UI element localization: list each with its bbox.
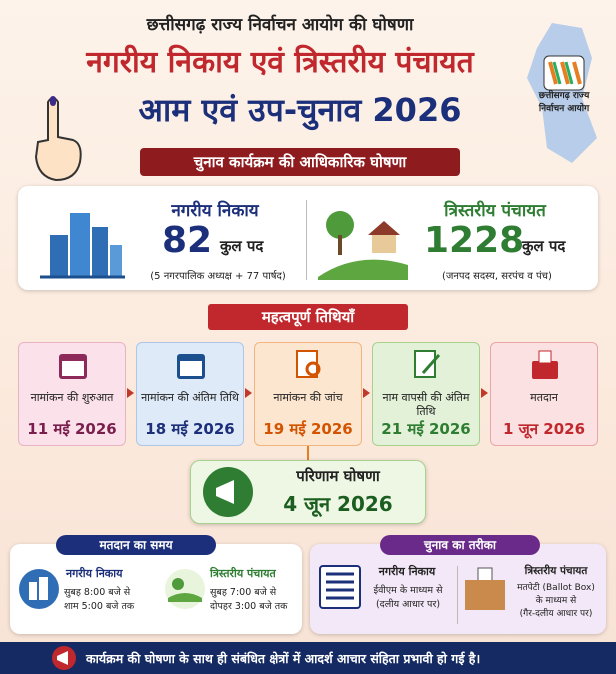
search-doc-icon <box>296 350 321 378</box>
step-date: 11 मई 2026 <box>27 420 117 438</box>
method-rural-text: मतपेटी (Ballot Box) के माध्यम से (गैर-दलीय… <box>506 582 606 621</box>
connector <box>307 446 309 460</box>
step-label: नामांकन की जांच <box>273 391 343 404</box>
urban-unit: कुल पद <box>220 237 264 255</box>
text-line: दोपहर 3:00 बजे तक <box>210 601 288 612</box>
step-card: नामांकन की जांच 19 मई 2026 <box>254 342 362 446</box>
time-urban-title: नगरीय निकाय <box>66 567 123 580</box>
megaphone-icon <box>52 646 76 670</box>
title-line1: नगरीय निकाय एवं त्रिस्तरीय पंचायत <box>86 45 474 80</box>
text-line: सुबह 8:00 बजे से <box>64 587 131 598</box>
arrow <box>127 388 134 398</box>
result-date: 4 जून 2026 <box>283 492 393 516</box>
step-card: मतदान 1 जून 2026 <box>490 342 598 446</box>
village-icon <box>318 211 408 280</box>
urban-note: (5 नगरपालिक अध्यक्ष + 77 पार्षद) <box>150 271 286 282</box>
logo-line: निर्वाचन आयोग <box>538 104 590 114</box>
ballot-box-icon <box>465 567 505 610</box>
rural-title: त्रिस्तरीय पंचायत <box>444 201 546 221</box>
rural-unit: कुल पद <box>522 237 566 255</box>
finger-icon <box>34 96 82 182</box>
text-line: के माध्यम से <box>535 596 577 606</box>
step-card: नामांकन की शुरुआत 11 मई 2026 <box>18 342 126 446</box>
megaphone-icon <box>203 467 253 517</box>
text-line: (गैर-दलीय आधार पर) <box>519 609 593 619</box>
step-card: नामांकन की अंतिम तिथि 18 मई 2026 <box>136 342 244 446</box>
footer-bar <box>0 642 616 674</box>
step-date: 18 मई 2026 <box>145 420 235 438</box>
method-rural-title: त्रिस्तरीय पंचायत <box>524 565 588 577</box>
time-urban-text: सुबह 8:00 बजे से शाम 5:00 बजे तक <box>64 586 134 614</box>
org-heading: छत्तीसगढ़ राज्य निर्वाचन आयोग की घोषणा <box>146 15 414 35</box>
step-label: नाम वापसी की अंतिम तिथि <box>382 391 470 418</box>
rural-count: 1228 <box>424 220 525 261</box>
text-line: ईवीएम के माध्यम से <box>373 585 443 596</box>
title-line2: आम एवं उप-चुनाव 2026 <box>138 91 462 129</box>
arrow <box>481 388 488 398</box>
step-date: 21 मई 2026 <box>381 420 471 438</box>
calendar-icon <box>177 354 205 379</box>
ballot-box-icon <box>532 350 558 379</box>
city-badge <box>19 569 59 609</box>
step-date: 1 जून 2026 <box>502 420 586 438</box>
arrow <box>363 388 370 398</box>
village-badge <box>165 569 205 609</box>
dates-heading: महत्वपूर्ण तिथियाँ <box>208 304 408 330</box>
city-icon <box>40 213 125 279</box>
step-card: नाम वापसी की अंतिम तिथि 21 मई 2026 <box>372 342 480 446</box>
calendar-icon <box>59 354 87 379</box>
divider <box>457 566 458 624</box>
footer-text: कार्यक्रम की घोषणा के साथ ही संबंधित क्ष… <box>86 651 481 666</box>
method-heading: चुनाव का तरीका <box>380 535 540 555</box>
state-map-logo <box>527 23 597 163</box>
arrow <box>245 388 252 398</box>
step-label: मतदान <box>530 391 558 404</box>
step-date: 19 मई 2026 <box>263 420 353 438</box>
text-line: शाम 5:00 बजे तक <box>64 601 135 612</box>
time-rural-text: सुबह 7:00 बजे से दोपहर 3:00 बजे तक <box>210 586 287 614</box>
text-line: (दलीय आधार पर) <box>375 599 441 610</box>
logo-text: छत्तीसगढ़ राज्य निर्वाचन आयोग <box>516 90 612 116</box>
divider <box>306 200 307 280</box>
method-urban-title: नगरीय निकाय <box>378 565 436 578</box>
urban-count: 82 <box>162 220 213 261</box>
result-label: परिणाम घोषणा <box>296 467 380 485</box>
urban-title: नगरीय निकाय <box>171 201 259 221</box>
banner: चुनाव कार्यक्रम की आधिकारिक घोषणा <box>140 148 460 176</box>
voting-time-heading: मतदान का समय <box>56 535 216 555</box>
text-line: सुबह 7:00 बजे से <box>210 587 277 598</box>
method-urban-text: ईवीएम के माध्यम से (दलीय आधार पर) <box>360 584 456 612</box>
rural-note: (जनपद सदस्य, सरपंच व पंच) <box>442 271 552 282</box>
edit-doc-icon <box>414 350 441 378</box>
evm-icon <box>319 565 361 609</box>
text-line: मतपेटी (Ballot Box) <box>517 583 595 593</box>
time-rural-title: त्रिस्तरीय पंचायत <box>210 567 276 580</box>
logo-line: छत्तीसगढ़ राज्य <box>538 91 590 101</box>
step-label: नामांकन की अंतिम तिथि <box>141 391 239 404</box>
step-label: नामांकन की शुरुआत <box>30 391 114 404</box>
